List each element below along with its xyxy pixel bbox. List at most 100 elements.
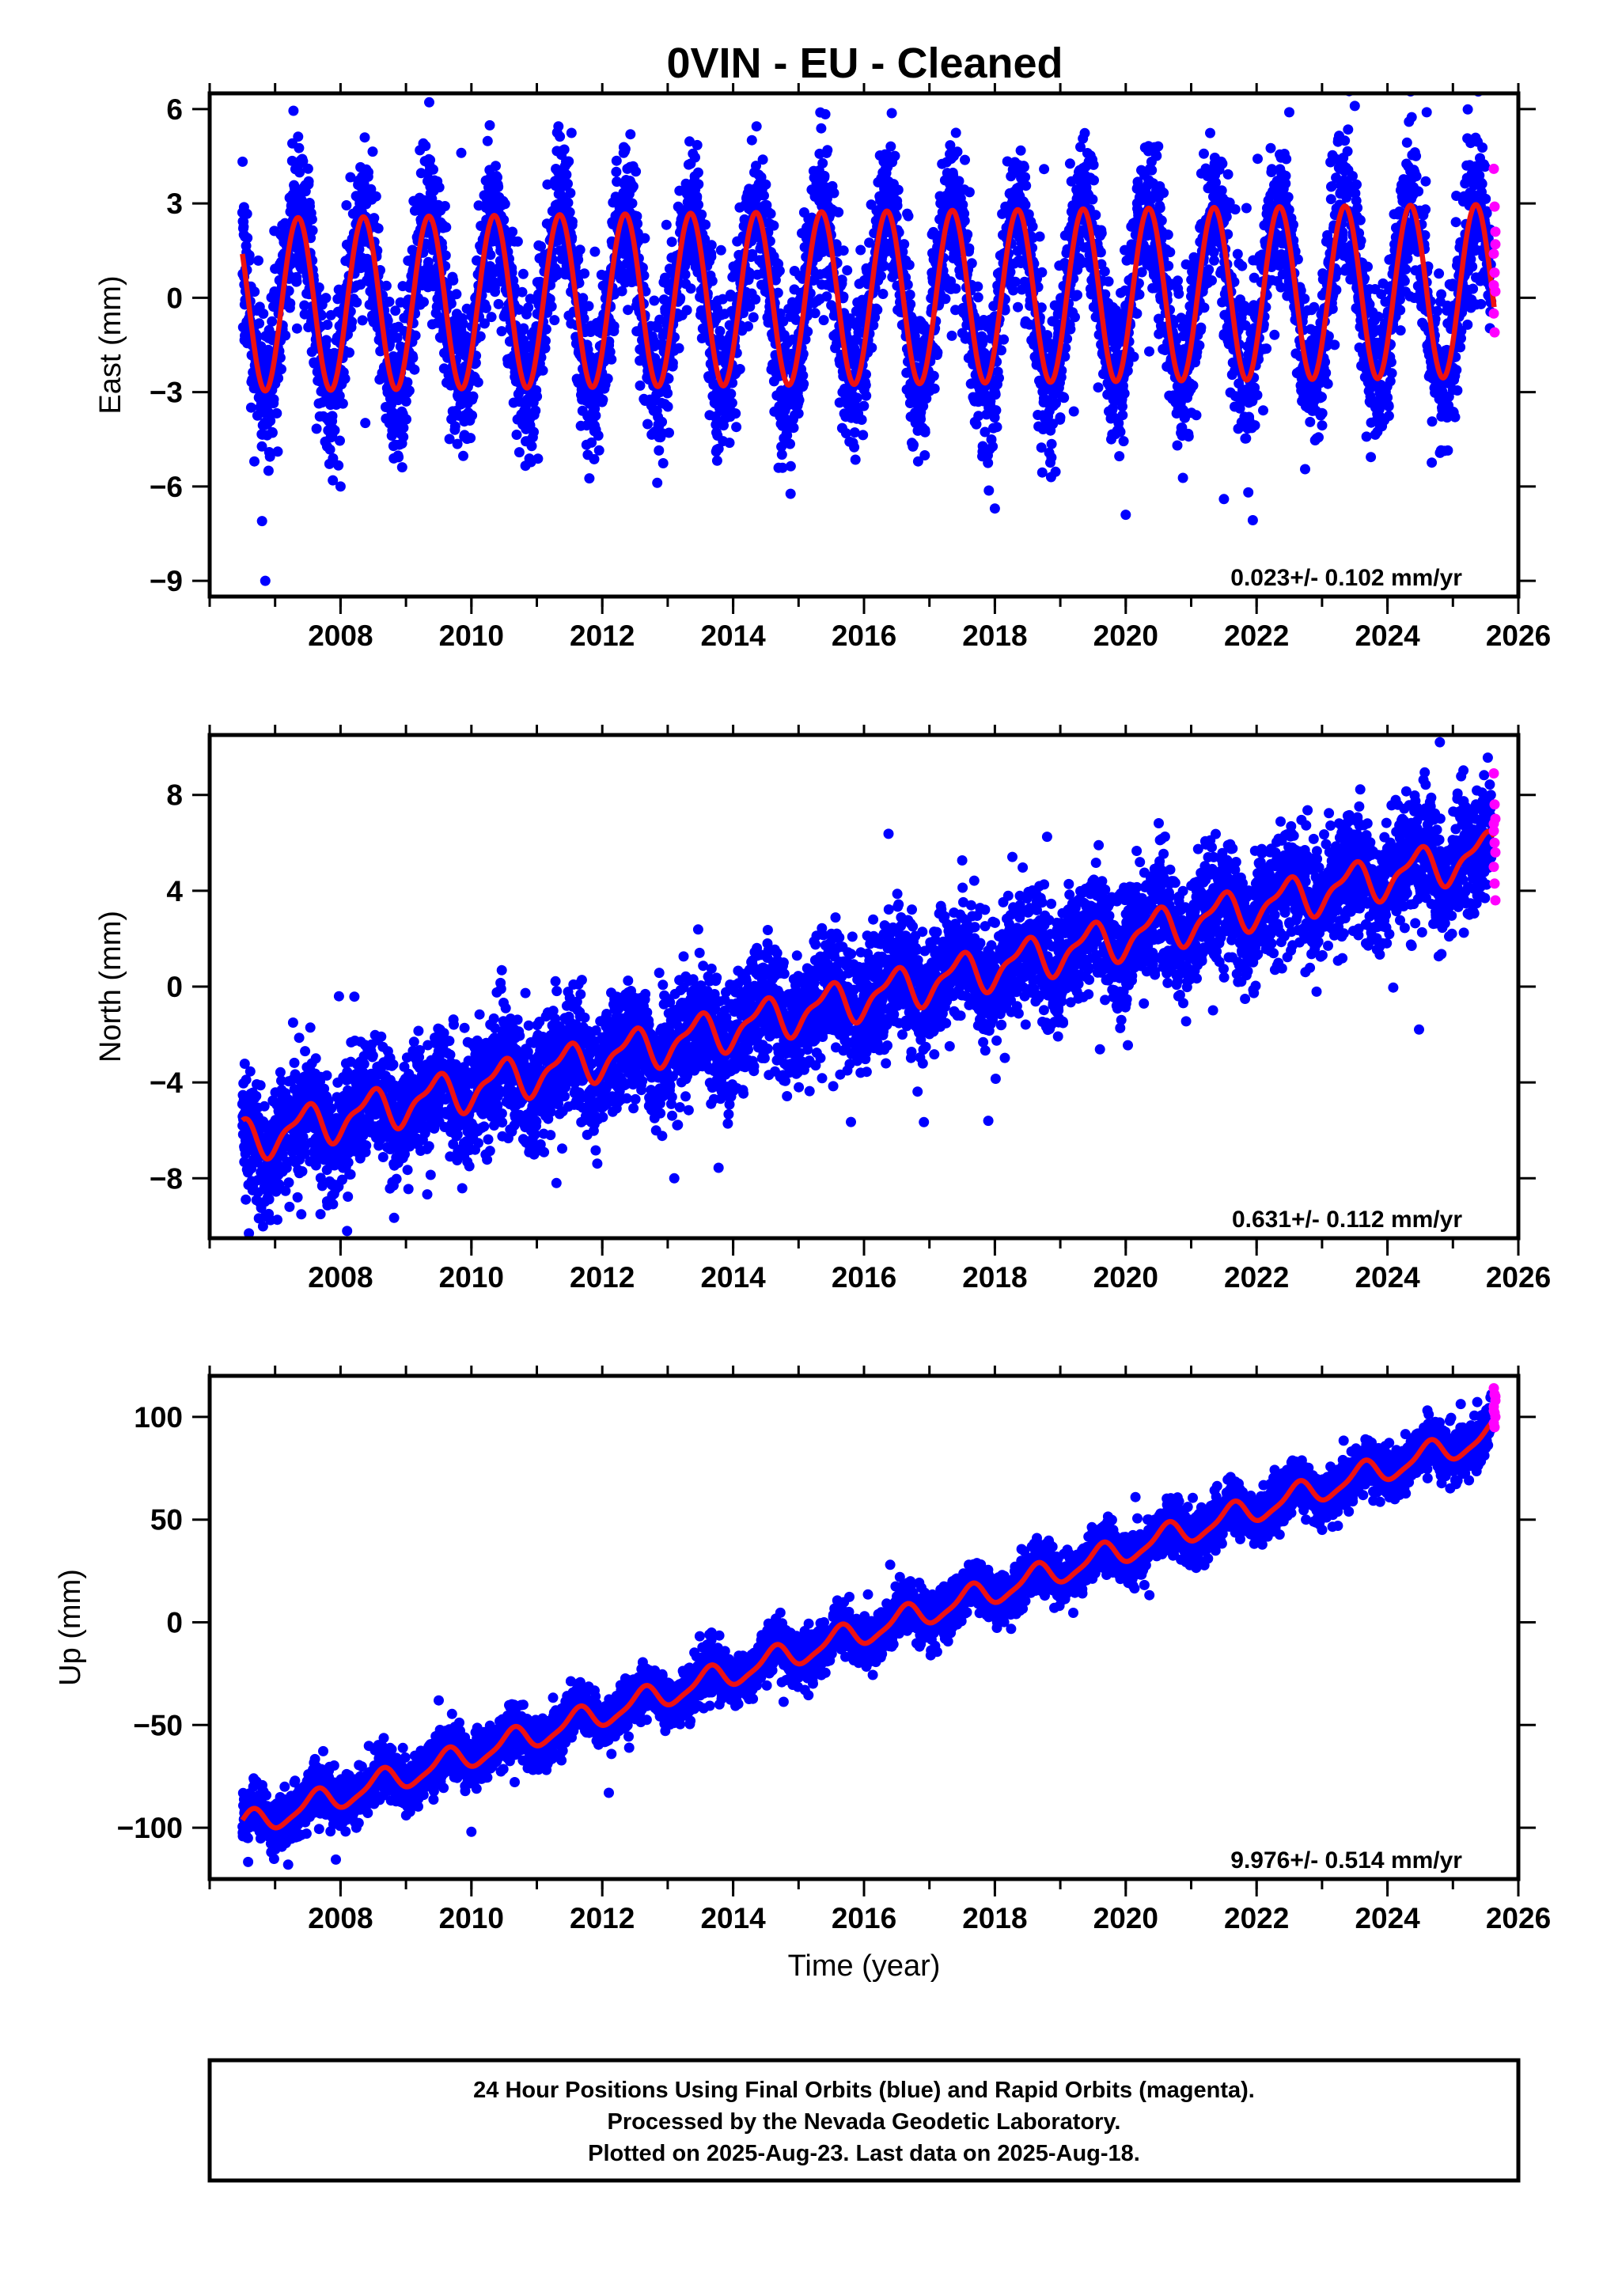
east-data-point bbox=[1205, 127, 1215, 138]
east-data-point bbox=[424, 97, 434, 108]
east-data-point bbox=[828, 188, 839, 199]
east-data-point bbox=[743, 321, 753, 332]
east-data-point bbox=[423, 256, 434, 267]
east-data-point bbox=[451, 289, 462, 300]
east-data-point bbox=[1217, 158, 1228, 169]
east-data-point bbox=[324, 444, 335, 455]
east-data-point bbox=[1183, 431, 1194, 442]
east-data-point bbox=[631, 166, 642, 177]
east-data-point bbox=[351, 297, 362, 308]
east-data-point bbox=[1068, 406, 1079, 417]
east-data-point bbox=[357, 315, 368, 326]
east-data-point bbox=[990, 389, 1001, 400]
east-data-point bbox=[369, 213, 380, 224]
east-data-point bbox=[611, 155, 622, 166]
east-data-point bbox=[532, 453, 544, 464]
east-data-point bbox=[972, 281, 983, 292]
east-data-point bbox=[706, 252, 717, 262]
east-data-point bbox=[398, 431, 409, 442]
east-data-point bbox=[692, 167, 703, 178]
east-data-point bbox=[1093, 382, 1104, 393]
east-data-point bbox=[339, 373, 351, 385]
east-data-point bbox=[1087, 194, 1098, 205]
east-data-point bbox=[401, 414, 411, 425]
east-data-point bbox=[1203, 264, 1215, 275]
east-data-point bbox=[838, 245, 849, 256]
east-data-point bbox=[627, 181, 639, 192]
east-data-point bbox=[244, 250, 255, 261]
east-data-point bbox=[337, 398, 348, 409]
east-data-point bbox=[987, 441, 999, 452]
east-data-point bbox=[258, 309, 269, 319]
east-data-point bbox=[602, 373, 613, 385]
east-data-point bbox=[574, 244, 585, 256]
east-data-point bbox=[994, 373, 1004, 384]
east-data-point bbox=[268, 394, 279, 405]
east-data-point bbox=[1156, 215, 1167, 226]
east-data-point bbox=[666, 237, 677, 248]
east-data-point bbox=[833, 206, 844, 218]
east-data-point bbox=[373, 223, 384, 234]
east-data-point bbox=[946, 330, 957, 341]
east-data-point bbox=[1096, 228, 1107, 239]
east-data-point bbox=[886, 108, 897, 119]
east-data-point bbox=[280, 330, 291, 341]
east-data-point bbox=[726, 397, 737, 408]
east-data-point bbox=[321, 335, 332, 346]
east-data-point bbox=[1065, 324, 1076, 335]
east-data-point bbox=[329, 425, 340, 436]
east-data-point bbox=[273, 373, 284, 384]
east-data-point bbox=[267, 427, 278, 438]
east-data-point bbox=[327, 411, 338, 422]
east-data-point bbox=[919, 450, 930, 460]
east-data-point bbox=[322, 320, 333, 330]
east-data-point bbox=[820, 108, 831, 119]
east-data-point bbox=[475, 331, 486, 342]
east-data-point bbox=[316, 310, 327, 321]
east-data-point bbox=[465, 433, 476, 444]
east-data-point bbox=[565, 188, 576, 199]
east-data-point bbox=[517, 268, 529, 279]
east-data-point bbox=[685, 283, 696, 294]
east-data-point bbox=[573, 254, 584, 265]
east-data-point bbox=[707, 275, 718, 286]
east-data-point bbox=[1059, 392, 1070, 404]
east-data-point bbox=[1119, 388, 1130, 399]
east-data-point bbox=[908, 439, 919, 450]
east-data-point bbox=[632, 218, 643, 229]
east-data-point bbox=[730, 408, 741, 419]
east-data-point bbox=[344, 347, 354, 358]
east-data-point bbox=[1144, 346, 1154, 357]
east-data-point bbox=[468, 391, 479, 402]
east-data-point bbox=[1114, 451, 1125, 462]
figure-title: 0VIN - EU - Cleaned bbox=[666, 40, 1063, 87]
east-data-point bbox=[611, 166, 622, 177]
east-data-point bbox=[746, 135, 757, 146]
east-data-point bbox=[407, 352, 419, 363]
east-data-point bbox=[283, 286, 294, 297]
east-data-point bbox=[254, 318, 265, 329]
east-data-point bbox=[291, 323, 302, 334]
east-data-point bbox=[877, 289, 889, 299]
east-data-point bbox=[1158, 188, 1169, 199]
east-data-point bbox=[425, 154, 436, 165]
east-data-point bbox=[553, 121, 564, 132]
east-data-point bbox=[276, 364, 286, 375]
east-data-point bbox=[256, 441, 267, 452]
east-data-point bbox=[696, 209, 707, 220]
east-data-point bbox=[904, 260, 915, 271]
east-data-point bbox=[597, 394, 608, 405]
east-data-point bbox=[635, 380, 646, 391]
east-data-point bbox=[1199, 302, 1210, 313]
east-data-point bbox=[306, 214, 317, 225]
east-data-point bbox=[265, 415, 276, 426]
east-data-point bbox=[409, 364, 420, 375]
east-data-point bbox=[517, 286, 528, 297]
east-data-point bbox=[1090, 210, 1101, 221]
east-data-point bbox=[649, 295, 660, 306]
east-data-point bbox=[1232, 248, 1243, 260]
east-data-point bbox=[664, 427, 674, 438]
east-data-point bbox=[499, 199, 510, 210]
east-data-point bbox=[1020, 199, 1031, 210]
east-data-point bbox=[661, 219, 672, 230]
